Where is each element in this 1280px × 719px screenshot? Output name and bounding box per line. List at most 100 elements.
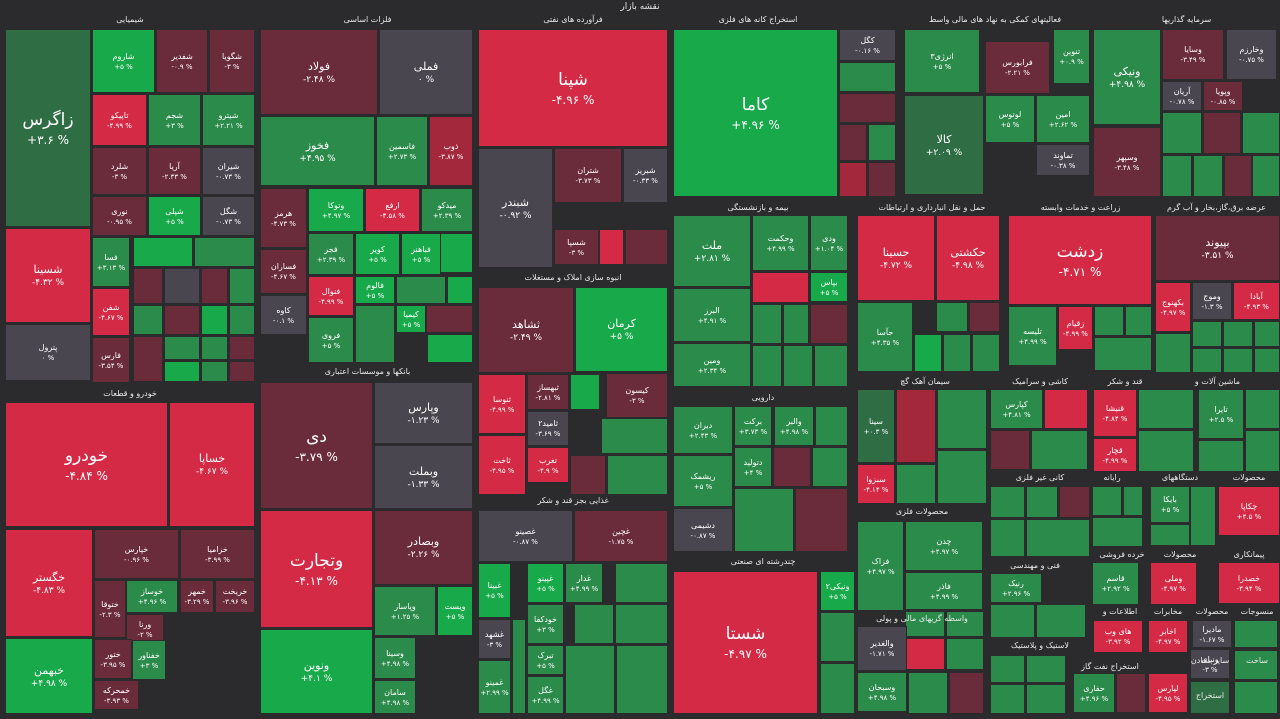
filler-tile[interactable] <box>1031 430 1088 470</box>
stock-tile[interactable]: های وب -۳.۹۲ % <box>1093 620 1143 653</box>
filler-tile[interactable] <box>752 272 809 303</box>
stock-tile[interactable]: فروی +۵ % <box>308 317 354 363</box>
stock-tile[interactable]: ثنوسا -۴.۹۹ % <box>478 374 526 434</box>
stock-tile[interactable]: غگل +۴.۹۹ % <box>527 676 564 714</box>
filler-tile[interactable] <box>133 336 163 382</box>
stock-tile[interactable]: ثاخت -۴.۹۵ % <box>478 435 526 495</box>
filler-tile[interactable] <box>164 336 200 360</box>
filler-tile[interactable] <box>355 305 395 363</box>
stock-tile[interactable]: وسبحان +۴.۹۸ % <box>857 672 907 712</box>
stock-tile[interactable]: ونپای -۳ % <box>1190 649 1230 679</box>
filler-tile[interactable] <box>194 237 255 267</box>
filler-tile[interactable] <box>914 334 942 372</box>
stock-tile[interactable]: کالا +۲.۰۹ % <box>904 95 984 195</box>
stock-tile[interactable]: شاروم +۵ % <box>92 29 155 93</box>
filler-tile[interactable] <box>599 229 624 265</box>
filler-tile[interactable] <box>1155 333 1191 373</box>
filler-tile[interactable] <box>133 237 193 267</box>
stock-tile[interactable]: قنیشا -۴.۸۴ % <box>1093 389 1137 437</box>
filler-tile[interactable] <box>1192 348 1222 373</box>
stock-tile[interactable]: ویست +۵ % <box>437 586 473 636</box>
stock-tile[interactable]: فالوم +۵ % <box>355 276 395 304</box>
stock-tile[interactable]: ورنا -۲ % <box>126 614 164 644</box>
stock-tile[interactable]: مادیرا -۱.۶۷ % <box>1192 620 1232 648</box>
filler-tile[interactable] <box>990 684 1025 714</box>
stock-tile[interactable]: آریان -۰.۷۸ % <box>1162 81 1202 111</box>
filler-tile[interactable] <box>229 361 255 382</box>
stock-tile[interactable]: ومین +۲.۳۴ % <box>673 343 751 387</box>
filler-tile[interactable] <box>1203 112 1241 154</box>
filler-tile[interactable] <box>972 334 1000 372</box>
stock-tile[interactable]: والبر +۴.۹۸ % <box>774 406 814 446</box>
stock-tile[interactable]: ثشاهد -۲.۴۹ % <box>478 287 574 373</box>
stock-tile[interactable]: هرمز -۴.۷۳ % <box>260 188 307 248</box>
filler-tile[interactable] <box>990 604 1035 638</box>
stock-tile[interactable]: زقیام -۴.۹۹ % <box>1058 306 1093 350</box>
filler-tile[interactable] <box>1254 321 1280 347</box>
filler-tile[interactable] <box>1162 112 1202 154</box>
stock-tile[interactable]: شستا -۴.۹۷ % <box>673 571 818 714</box>
filler-tile[interactable] <box>1162 155 1192 197</box>
stock-tile[interactable]: قچار -۴.۹۹ % <box>1093 438 1137 472</box>
stock-tile[interactable]: ارفع -۴.۵۸ % <box>365 188 420 232</box>
stock-tile[interactable]: وسپهر -۳.۴۸ % <box>1093 127 1161 197</box>
stock-tile[interactable]: وپارس -۱.۲۳ % <box>374 382 473 444</box>
stock-tile[interactable]: خودرو -۴.۸۴ % <box>5 402 168 527</box>
stock-tile[interactable]: شبریز -۰.۳۳ % <box>623 148 668 203</box>
stock-tile[interactable]: وبملت -۱.۳۳ % <box>374 445 473 509</box>
stock-tile[interactable]: فولاد -۲.۴۸ % <box>260 29 378 115</box>
filler-tile[interactable] <box>1088 573 1090 575</box>
stock-tile[interactable]: تایرا +۲.۵ % <box>1198 389 1244 439</box>
stock-tile[interactable]: سینا +۰.۳ % <box>857 389 895 463</box>
stock-tile[interactable]: کاما +۴.۹۶ % <box>673 29 838 197</box>
filler-tile[interactable] <box>164 305 200 335</box>
filler-tile[interactable] <box>839 162 867 197</box>
filler-tile[interactable] <box>1193 155 1223 197</box>
filler-tile[interactable] <box>164 361 200 382</box>
stock-tile[interactable]: وپویا -۰.۸۵ % <box>1203 81 1243 111</box>
stock-tile[interactable]: خوساز +۴.۹۶ % <box>126 580 178 613</box>
filler-tile[interactable] <box>1150 524 1190 546</box>
stock-tile[interactable]: شیران -۰.۷۳ % <box>202 147 255 195</box>
stock-tile[interactable]: غشهد -۳ % <box>478 619 511 659</box>
stock-tile[interactable]: کرمان +۵ % <box>575 287 668 372</box>
filler-tile[interactable] <box>990 655 1025 683</box>
stock-tile[interactable]: غچین -۱.۷۵ % <box>574 510 668 562</box>
filler-tile[interactable] <box>447 276 473 304</box>
filler-tile[interactable] <box>1234 681 1278 714</box>
filler-tile[interactable] <box>937 450 987 504</box>
stock-tile[interactable]: وحکمت +۴.۹۹ % <box>752 215 809 271</box>
stock-tile[interactable]: والغدیر -۱.۷۱ % <box>857 626 907 671</box>
filler-tile[interactable] <box>812 447 848 487</box>
stock-tile[interactable]: وسینا +۴.۹۸ % <box>374 637 416 679</box>
stock-tile[interactable]: حسینا -۴.۷۲ % <box>857 215 935 301</box>
stock-tile[interactable]: حآسا +۴.۳۵ % <box>857 302 913 372</box>
filler-tile[interactable] <box>1223 348 1253 373</box>
stock-tile[interactable]: سبزوا -۴.۱۴ % <box>857 464 895 504</box>
stock-tile[interactable]: تبرک +۵ % <box>527 645 564 675</box>
stock-tile[interactable]: ونیکی۲ +۵ % <box>820 571 855 611</box>
filler-tile[interactable] <box>1094 306 1124 336</box>
filler-tile[interactable] <box>990 486 1025 518</box>
stock-tile[interactable]: ودی +۱.۰۴ % <box>810 215 848 271</box>
filler-tile[interactable] <box>1116 673 1146 713</box>
stock-tile[interactable]: تماوند -۰.۳۸ % <box>1036 144 1090 176</box>
stock-tile[interactable]: ذوب -۳.۸۷ % <box>429 116 473 186</box>
stock-tile[interactable]: امین +۲.۶۲ % <box>1036 95 1090 143</box>
stock-tile[interactable]: وتجارت -۴.۱۳ % <box>260 510 373 628</box>
filler-tile[interactable] <box>565 645 615 714</box>
filler-tile[interactable] <box>783 304 809 344</box>
stock-tile[interactable]: وبصادر -۲.۲۶ % <box>374 510 473 585</box>
stock-tile[interactable]: میدکو +۲.۳۹ % <box>421 188 473 232</box>
stock-tile[interactable]: خپارس -۰.۹۶ % <box>94 529 179 579</box>
filler-tile[interactable] <box>905 638 945 670</box>
stock-tile[interactable]: وخارزم -۰.۷۵ % <box>1226 29 1277 80</box>
stock-tile[interactable]: فملی ۰ % <box>379 29 473 115</box>
filler-tile[interactable] <box>990 519 1025 557</box>
stock-tile[interactable]: کویر +۵ % <box>355 233 400 275</box>
stock-tile[interactable]: وتوکا +۴.۹۷ % <box>308 188 364 232</box>
stock-tile[interactable]: خمهر -۳.۲۹ % <box>180 580 214 613</box>
filler-tile[interactable] <box>1044 389 1088 429</box>
stock-tile[interactable]: ثامید۲ -۳.۶۹ % <box>527 411 569 446</box>
filler-tile[interactable] <box>1190 486 1216 546</box>
